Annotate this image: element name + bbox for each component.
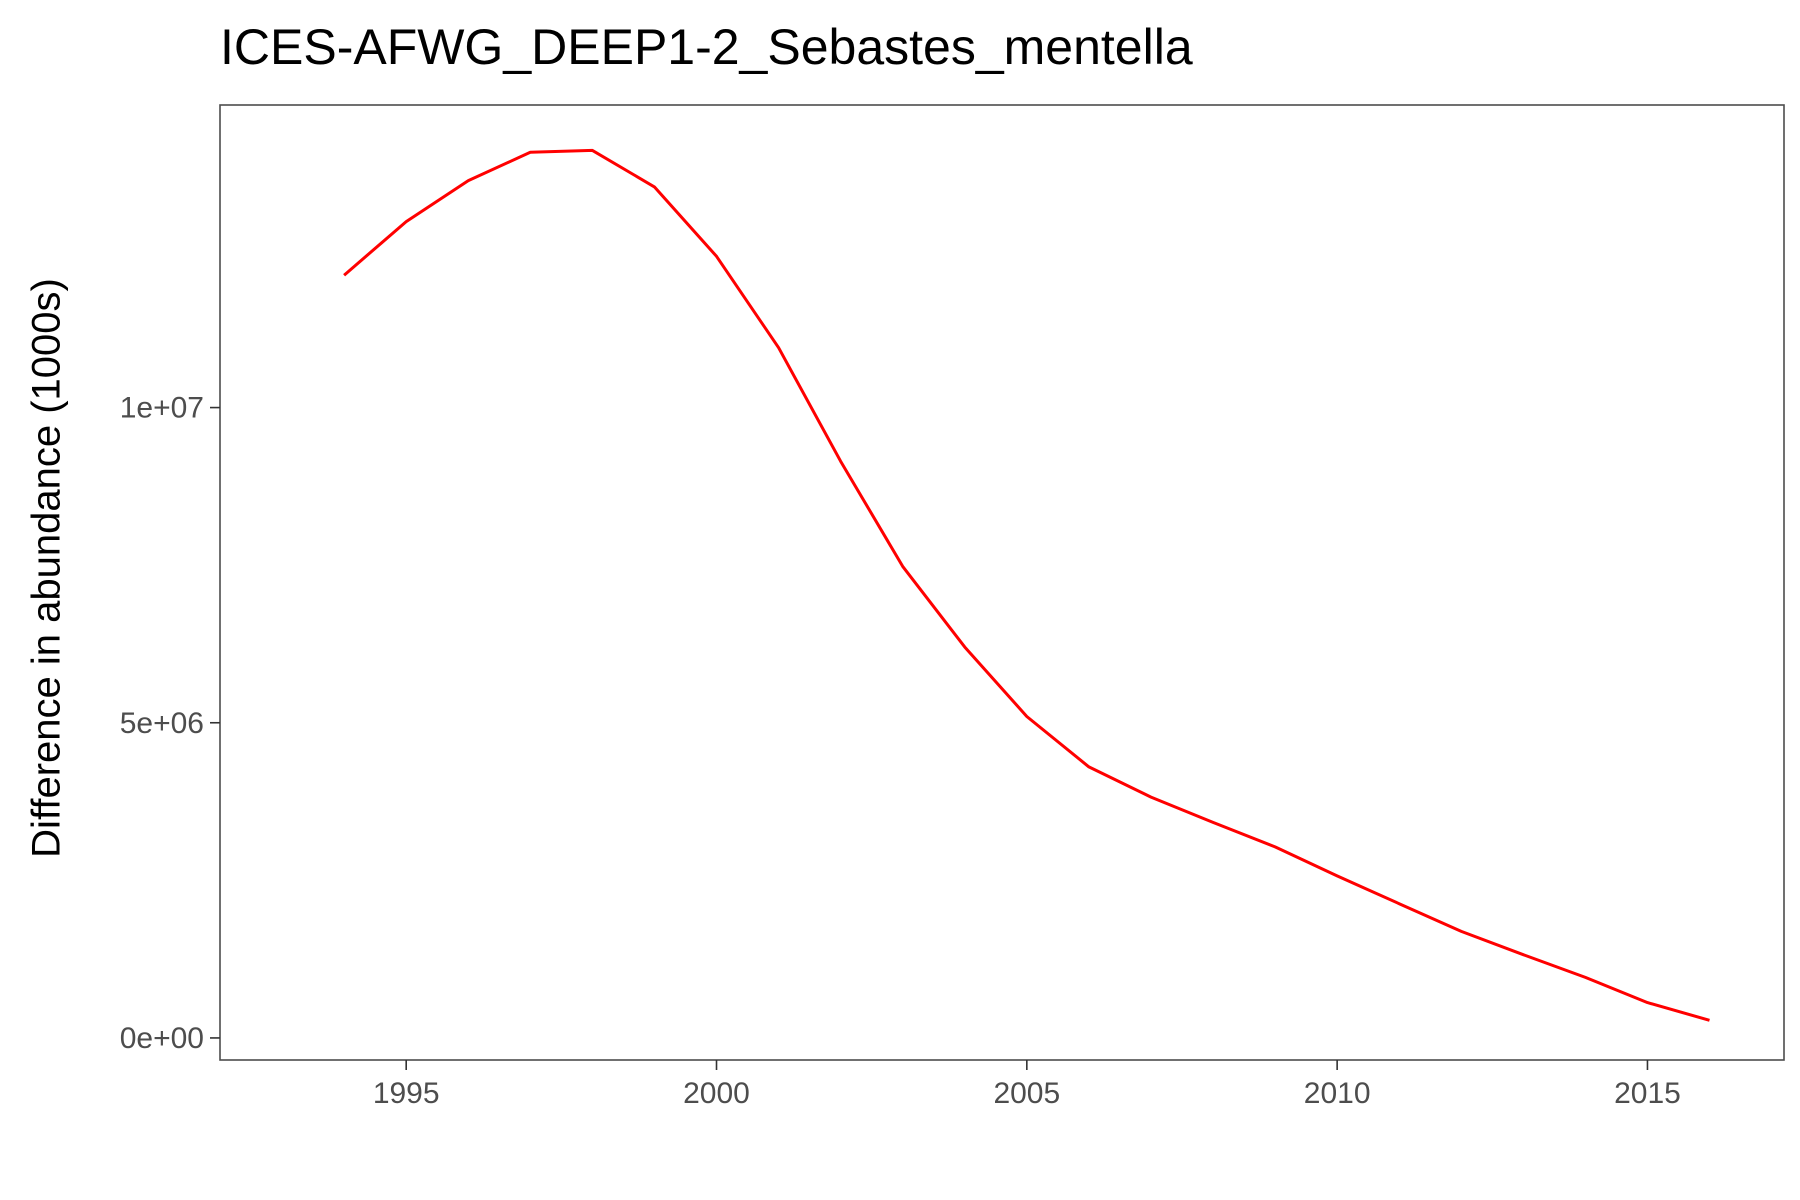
- x-tick-label: 2015: [1614, 1077, 1681, 1110]
- x-tick-label: 2010: [1304, 1077, 1371, 1110]
- y-tick-label: 0e+00: [120, 1022, 204, 1055]
- y-tick-label: 1e+07: [120, 392, 204, 425]
- x-tick-label: 1995: [373, 1077, 440, 1110]
- x-tick-label: 2005: [993, 1077, 1060, 1110]
- y-tick-label: 5e+06: [120, 707, 204, 740]
- plot-panel-border: [219, 104, 1785, 1061]
- series-line-0: [343, 148, 1710, 1022]
- x-tick-label: 2000: [683, 1077, 750, 1110]
- chart-title: ICES-AFWG_DEEP1-2_Sebastes_mentella: [220, 19, 1193, 75]
